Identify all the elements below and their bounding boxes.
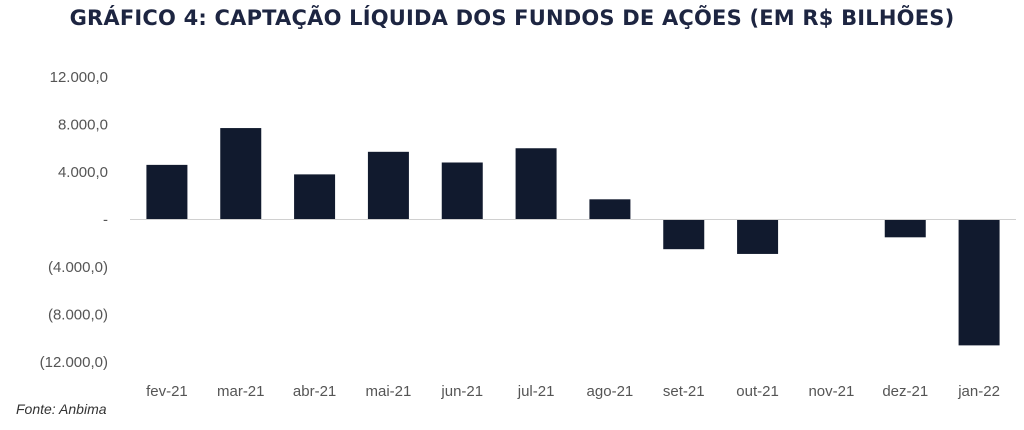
chart-title: GRÁFICO 4: CAPTAÇÃO LÍQUIDA DOS FUNDOS D… — [69, 6, 955, 30]
bar-jun-21 — [441, 162, 483, 220]
bar-abr-21 — [294, 174, 336, 220]
x-tick-label: abr-21 — [293, 383, 336, 400]
bar-ago-21 — [589, 199, 631, 220]
x-tick-label: dez-21 — [882, 383, 928, 400]
x-tick-label: set-21 — [663, 383, 705, 400]
x-axis: fev-21 mar-21 abr-21 mai-21 jun-21 jul-21 ago-… — [146, 383, 1000, 400]
bar-jan-22 — [958, 219, 1000, 346]
y-tick-label: 4.000,0 — [58, 164, 108, 181]
bar-fev-21 — [146, 164, 188, 220]
x-tick-label: jan-22 — [957, 383, 1000, 400]
y-tick-label: - — [103, 212, 108, 229]
y-tick-label: (12.000,0) — [40, 354, 108, 371]
x-tick-label: jul-21 — [517, 383, 555, 400]
bar-mar-21 — [220, 128, 262, 220]
source-note: Fonte: Anbima — [16, 401, 107, 417]
bar-set-21 — [663, 219, 705, 250]
x-tick-label: fev-21 — [146, 383, 188, 400]
x-tick-label: out-21 — [736, 383, 779, 400]
x-tick-label: ago-21 — [587, 383, 634, 400]
x-tick-label: mai-21 — [365, 383, 411, 400]
y-axis: 12.000,0 8.000,0 4.000,0 - (4.000,0) (8.000,0… — [40, 69, 108, 371]
bars — [146, 128, 1000, 346]
bar-jul-21 — [515, 148, 557, 220]
y-tick-label: (4.000,0) — [48, 259, 108, 276]
bar-out-21 — [737, 219, 779, 254]
y-tick-label: (8.000,0) — [48, 307, 108, 324]
bar-dez-21 — [884, 219, 926, 238]
y-tick-label: 8.000,0 — [58, 117, 108, 134]
y-tick-label: 12.000,0 — [50, 69, 108, 86]
x-tick-label: mar-21 — [217, 383, 265, 400]
bar-mai-21 — [367, 151, 409, 220]
x-tick-label: nov-21 — [808, 383, 854, 400]
x-tick-label: jun-21 — [440, 383, 483, 400]
